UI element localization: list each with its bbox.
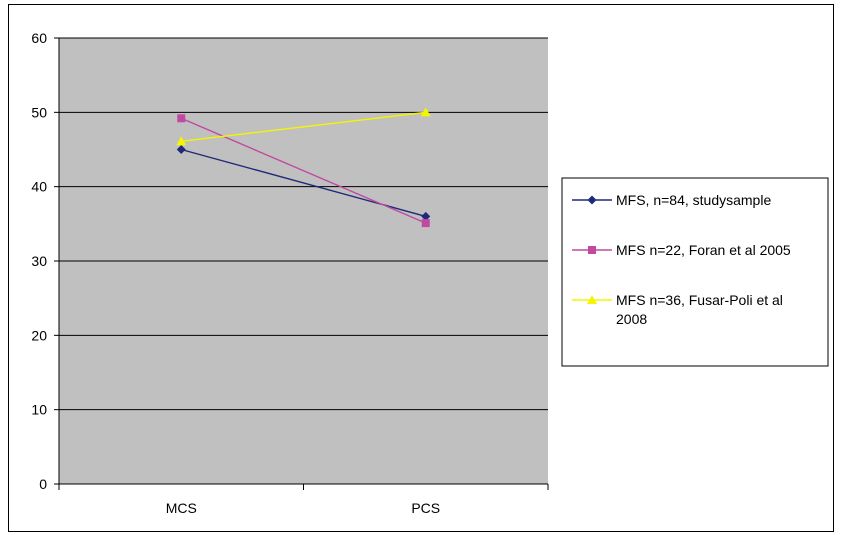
x-axis-ticks: MCS PCS (58, 484, 549, 516)
y-tick-label: 50 (31, 104, 47, 120)
legend-marker (587, 295, 597, 304)
x-tick-label: MCS (166, 500, 197, 516)
data-point (421, 219, 430, 228)
data-point (176, 145, 186, 154)
legend-entry: MFS n=36, Fusar-Poli et al 2008 (572, 292, 783, 327)
y-tick-label: 10 (31, 402, 47, 418)
legend-entry: MFS, n=84, studysample (572, 192, 771, 208)
legend-label: MFS, n=84, studysample (616, 192, 771, 208)
y-tick-label: 40 (31, 179, 47, 195)
y-tick-label: 30 (31, 253, 47, 269)
legend-entry: MFS n=22, Foran et al 2005 (572, 242, 791, 258)
series-layer (176, 107, 431, 228)
data-point (176, 136, 187, 146)
series-3 (176, 107, 431, 146)
legend-label: MFS n=22, Foran et al 2005 (616, 242, 791, 258)
data-point (421, 211, 431, 221)
x-tick-label: PCS (411, 500, 440, 516)
y-tick-label: 20 (31, 327, 47, 343)
y-axis-ticks: 0 10 20 30 40 50 60 (31, 30, 59, 492)
legend: MFS, n=84, studysample MFS n=22, Foran et… (561, 177, 829, 367)
legend-label: 2008 (616, 311, 647, 327)
gridlines (59, 37, 548, 411)
data-point (420, 107, 431, 117)
series-line (181, 111, 426, 143)
y-tick-label: 0 (39, 476, 47, 492)
y-tick-label: 60 (31, 30, 47, 46)
legend-marker (588, 246, 596, 254)
legend-box (561, 177, 829, 367)
series-2 (177, 114, 430, 228)
legend-label: MFS n=36, Fusar-Poli et al (616, 292, 783, 308)
legend-marker (587, 195, 597, 205)
series-line (180, 117, 427, 224)
data-point (177, 114, 186, 123)
